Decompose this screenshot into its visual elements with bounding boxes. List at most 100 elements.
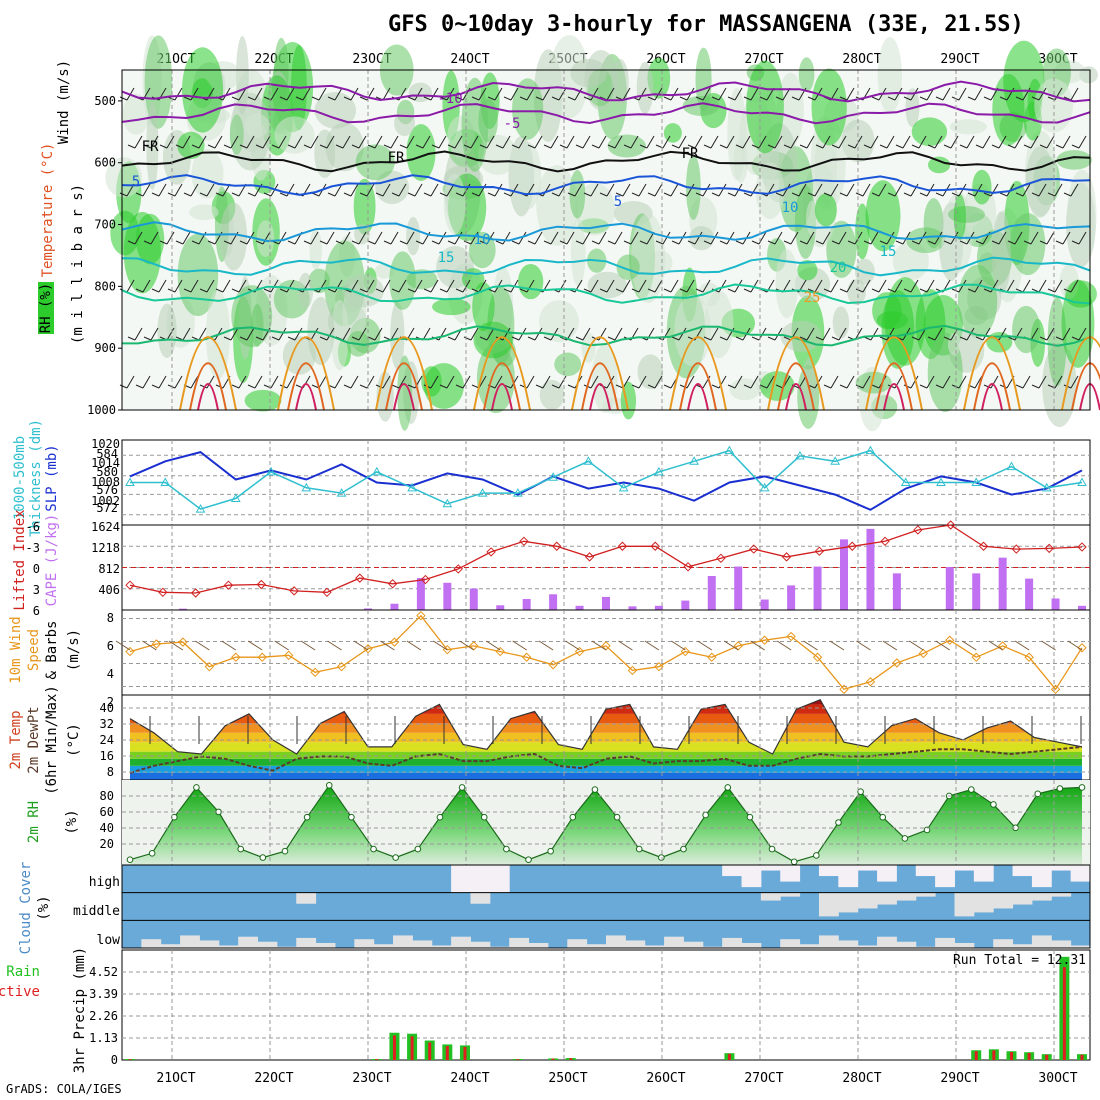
wind-barb [871, 96, 880, 101]
wind-barb [1070, 279, 1079, 293]
wind-barb [806, 231, 815, 245]
wind-barb [334, 279, 343, 293]
wind-barb [359, 96, 368, 101]
rh2m-day-grid [171, 780, 1055, 865]
wind-barb [382, 183, 391, 197]
slp-label: SLP (mb) [44, 444, 60, 511]
wind-barb [670, 183, 679, 197]
surface-wind-barb [327, 640, 342, 651]
wind-barb [351, 240, 360, 245]
wind-barb [1015, 192, 1024, 197]
thickness-point [1077, 477, 1087, 486]
wind-barb [342, 135, 351, 149]
precip-convective-bar [1009, 1052, 1013, 1060]
cape-bar [707, 575, 716, 610]
wind-speed-point [548, 660, 558, 670]
wind-barb [814, 279, 823, 293]
wind-barb [479, 144, 488, 149]
wind-barb [374, 135, 383, 149]
wind-barb [142, 279, 151, 293]
cape-bar [416, 578, 425, 610]
wind-barb [446, 87, 455, 101]
thickness-point [407, 482, 417, 492]
wind-barb [279, 288, 288, 293]
wind-barb [1022, 279, 1031, 293]
wind-barb [286, 87, 295, 101]
wind-barb [695, 96, 704, 101]
wind-barb [1063, 288, 1072, 293]
rh2m-point [237, 845, 244, 853]
surface-wind-barb [459, 640, 475, 651]
wind-barb [511, 144, 520, 149]
wind-barb [310, 135, 319, 149]
lifted-index-point [158, 587, 168, 597]
rh2m-point [635, 845, 643, 853]
lifted-index-point [847, 541, 857, 551]
wind-barb [206, 375, 215, 389]
wind-barb [583, 288, 592, 293]
wind-barb [743, 384, 752, 389]
wind-barb [590, 375, 599, 389]
thickness-point [230, 493, 241, 502]
lifted-index-point [781, 552, 792, 562]
cloud-low-bar [818, 935, 839, 948]
cloud-low-bar [218, 945, 239, 948]
cloud-low-bar [451, 936, 471, 948]
rh-shading-blob [948, 205, 985, 223]
cloud-high-bar [973, 865, 994, 882]
rh-shading-blob [390, 301, 405, 370]
cloud-low-bar [373, 944, 394, 948]
cape-tick: 1218 [91, 541, 120, 555]
thickness-line [130, 449, 1083, 510]
wind-barb [454, 135, 463, 149]
rh-shading-blob [461, 268, 485, 290]
wind-barb [1007, 336, 1016, 341]
wind-barb [239, 240, 248, 245]
wind-barb [374, 327, 383, 341]
wind-barb [799, 144, 808, 149]
wind-barb [230, 327, 239, 341]
wind-barb [991, 144, 1000, 149]
wind-barb [503, 96, 512, 101]
wind-barb [582, 327, 591, 341]
precip-total-rain-label: Total / Rain [0, 964, 40, 980]
cloud-low-bar [877, 936, 897, 948]
wind-barb [1054, 87, 1063, 101]
wind-barb [510, 375, 519, 389]
cloud-frame [121, 864, 1091, 949]
wind-speed-point [865, 677, 876, 687]
wind-barb [654, 183, 663, 197]
wind-speed-point [283, 650, 294, 661]
wind-barb [278, 231, 287, 245]
wind-barb [598, 135, 607, 149]
wind-barb [150, 327, 159, 341]
wind-barb [254, 87, 263, 101]
wind-barb [1071, 240, 1080, 245]
wind-barb [182, 135, 191, 149]
thickness-point [759, 482, 770, 492]
wind-barb [1030, 231, 1039, 245]
wind-barb [470, 231, 479, 245]
precip-tick: 4.52 [89, 965, 118, 979]
rh-shading-blob [991, 211, 1012, 294]
wind-barb [798, 183, 807, 197]
wind-barb [119, 384, 128, 389]
wind-barb [935, 96, 944, 101]
wind-barb [838, 135, 847, 149]
wind-barb [478, 87, 487, 101]
wind-barb [1063, 192, 1072, 197]
rh-shading-blob [855, 203, 870, 260]
wind-barb [671, 240, 680, 245]
precip-convective-bar [516, 1059, 520, 1060]
wind-barb [694, 231, 703, 245]
rh2m-point [303, 813, 311, 821]
wind-barb [718, 183, 727, 197]
cloud-low-bar [722, 937, 743, 948]
contour-label: 10 [474, 232, 491, 248]
wind-barb [359, 192, 368, 197]
rh-shading-blob [1010, 213, 1046, 276]
wind-barb [1038, 279, 1047, 293]
wind-speed-point [521, 652, 532, 662]
wind-barb [247, 384, 256, 389]
wind-barb [327, 192, 336, 197]
